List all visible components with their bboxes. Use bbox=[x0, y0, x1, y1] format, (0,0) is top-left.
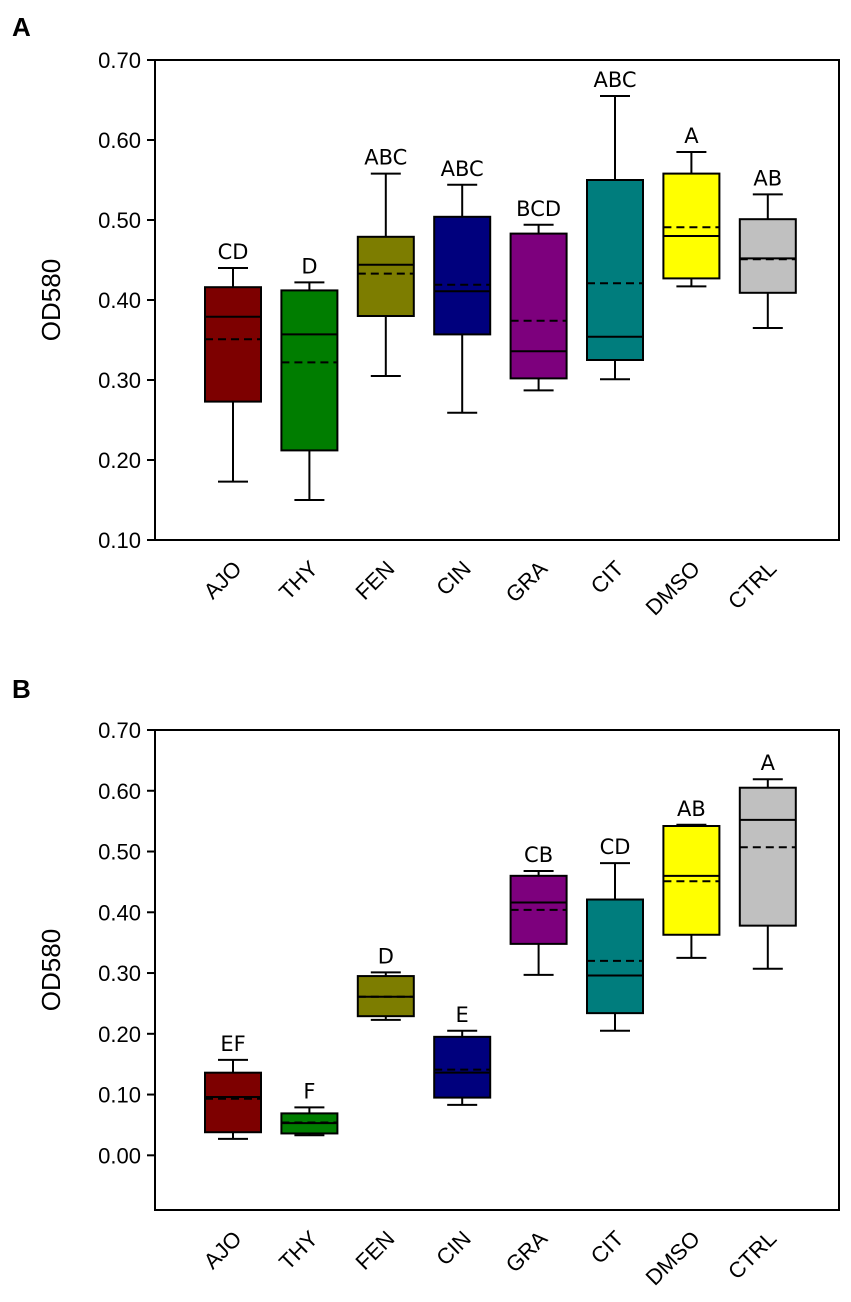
box-body bbox=[586, 179, 644, 361]
y-tick-label: 0.70 bbox=[98, 718, 141, 743]
x-category-label: FEN bbox=[351, 1226, 400, 1275]
box-body bbox=[204, 286, 262, 403]
box-gra: BCD GRA bbox=[501, 197, 568, 608]
x-category-label: DMSO bbox=[641, 1226, 705, 1290]
y-tick-label: 0.20 bbox=[98, 448, 141, 473]
significance-label: ABC bbox=[364, 146, 407, 170]
significance-label: E bbox=[456, 1003, 469, 1027]
y-tick-label: 0.50 bbox=[98, 840, 141, 865]
box-body bbox=[433, 215, 492, 336]
box-cin: E CIN bbox=[431, 1003, 492, 1270]
significance-label: D bbox=[301, 254, 317, 278]
box-thy: F THY bbox=[274, 1079, 339, 1275]
box-body bbox=[509, 232, 568, 380]
box-cin: ABC CIN bbox=[431, 157, 492, 600]
y-tick-label: 0.70 bbox=[98, 48, 141, 73]
box-body bbox=[586, 898, 644, 1015]
box-dmso: AB DMSO bbox=[641, 797, 721, 1290]
box-cit: CD CIT bbox=[586, 835, 644, 1269]
y-tick-label: 0.60 bbox=[98, 128, 141, 153]
significance-label: CD bbox=[218, 240, 249, 264]
significance-label: AB bbox=[753, 166, 782, 190]
x-category-label: CIT bbox=[586, 1226, 629, 1269]
box-body bbox=[204, 1071, 262, 1134]
box-ctrl: AB CTRL bbox=[723, 166, 797, 614]
y-tick-label: 0.40 bbox=[98, 900, 141, 925]
y-tick-label: 0.60 bbox=[98, 779, 141, 804]
significance-label: BCD bbox=[516, 197, 561, 221]
significance-label: D bbox=[378, 944, 394, 968]
y-tick-label: 0.30 bbox=[98, 961, 141, 986]
box-fen: D FEN bbox=[351, 944, 415, 1275]
x-category-label: AJO bbox=[199, 556, 247, 604]
x-category-label: THY bbox=[274, 556, 323, 605]
significance-label: EF bbox=[220, 1032, 245, 1056]
significance-label: A bbox=[761, 751, 776, 775]
box-gra: CB GRA bbox=[501, 843, 568, 1278]
box-body bbox=[280, 289, 339, 452]
y-tick-label: 0.40 bbox=[98, 288, 141, 313]
x-category-label: GRA bbox=[501, 556, 553, 608]
box-body bbox=[738, 786, 797, 927]
box-ctrl: A CTRL bbox=[723, 751, 797, 1284]
y-tick-label: 0.50 bbox=[98, 208, 141, 233]
box-dmso: A DMSO bbox=[641, 124, 721, 620]
panel-letter: B bbox=[12, 674, 31, 704]
y-tick-label: 0.30 bbox=[98, 368, 141, 393]
box-body bbox=[738, 218, 797, 294]
x-category-label: AJO bbox=[199, 1226, 247, 1274]
y-tick-label: 0.00 bbox=[98, 1143, 141, 1168]
box-thy: D THY bbox=[274, 254, 339, 605]
box-ajo: CD AJO bbox=[199, 240, 262, 604]
x-category-label: FEN bbox=[351, 556, 400, 605]
significance-label: F bbox=[303, 1079, 315, 1103]
box-ajo: EF AJO bbox=[199, 1032, 262, 1274]
box-fen: ABC FEN bbox=[351, 146, 415, 605]
plot-frame bbox=[154, 729, 840, 1211]
y-axis-title: OD580 bbox=[36, 259, 66, 341]
significance-label: ABC bbox=[593, 68, 636, 92]
x-category-label: THY bbox=[274, 1226, 323, 1275]
box-body bbox=[662, 172, 721, 280]
chart-panel-a: A 0.10 0.20 0.30 0.40 0.50 0.60 0.70 OD580 CD AJO D… bbox=[12, 12, 840, 620]
significance-label: ABC bbox=[441, 157, 484, 181]
x-category-label: GRA bbox=[501, 1226, 553, 1278]
box-body bbox=[433, 1035, 492, 1099]
box-body bbox=[356, 235, 415, 317]
x-category-label: CTRL bbox=[723, 1226, 781, 1284]
significance-label: CB bbox=[524, 843, 553, 867]
chart-panel-b: B0.000.100.200.300.400.500.600.70OD580EF… bbox=[12, 674, 840, 1290]
x-category-label: CTRL bbox=[723, 556, 781, 614]
y-tick-label: 0.10 bbox=[98, 1083, 141, 1108]
significance-label: A bbox=[684, 124, 699, 148]
y-axis-title: OD580 bbox=[36, 929, 66, 1011]
x-category-label: CIN bbox=[431, 556, 475, 600]
significance-label: AB bbox=[677, 797, 706, 821]
x-category-label: CIT bbox=[586, 556, 629, 599]
x-category-label: CIN bbox=[431, 1226, 475, 1270]
panel-letter: A bbox=[12, 12, 31, 42]
y-tick-label: 0.10 bbox=[98, 528, 141, 553]
significance-label: CD bbox=[600, 835, 631, 859]
y-tick-label: 0.20 bbox=[98, 1022, 141, 1047]
x-category-label: DMSO bbox=[641, 556, 705, 620]
box-cit: ABC CIT bbox=[586, 68, 644, 599]
